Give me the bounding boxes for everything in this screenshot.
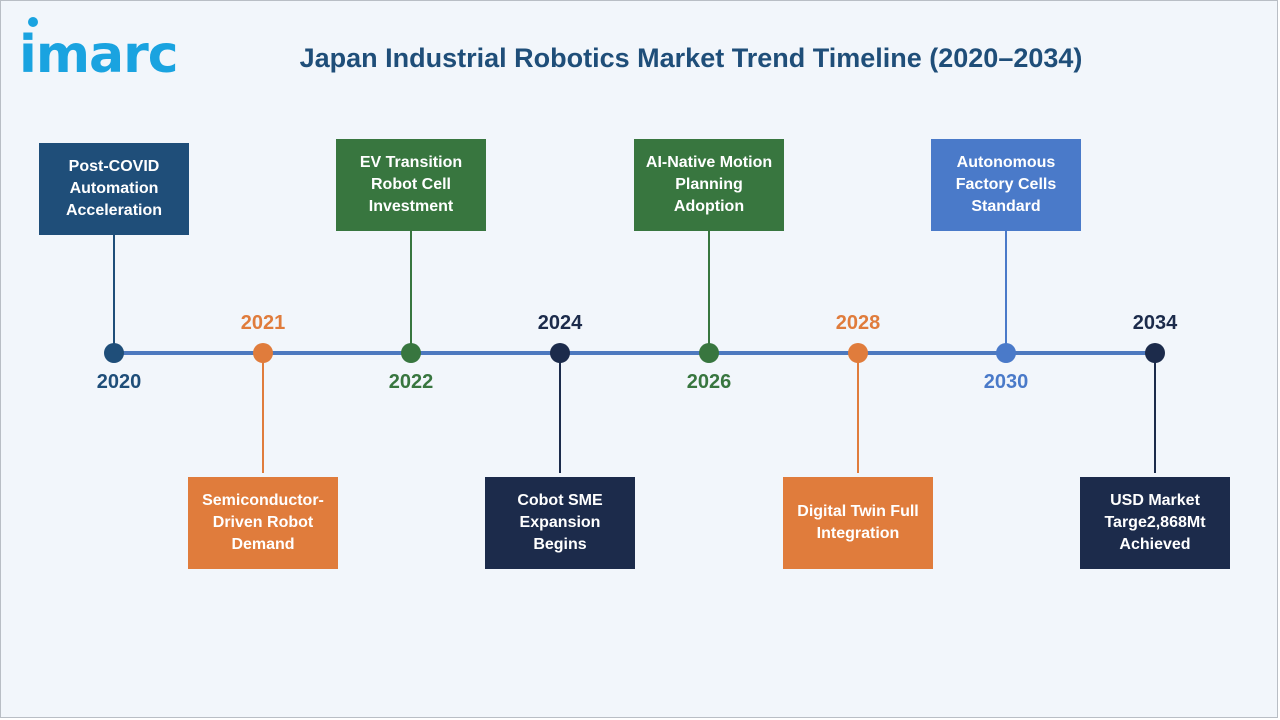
milestone-node: [996, 343, 1016, 363]
milestone-node: [253, 343, 273, 363]
milestone-box: Post-COVID Automation Acceleration: [39, 143, 189, 235]
milestone-year: 2022: [388, 371, 434, 393]
milestone-connector: [262, 353, 264, 473]
milestone-node: [104, 343, 124, 363]
milestone-connector: [113, 233, 115, 353]
milestone-year: 2026: [686, 371, 732, 393]
milestone-connector: [857, 353, 859, 473]
milestone-year: 2020: [96, 371, 142, 393]
milestone-connector: [559, 353, 561, 473]
milestone-box: Semiconductor-Driven Robot Demand: [188, 477, 338, 569]
logo-dot: [28, 17, 38, 27]
milestone-connector: [1154, 353, 1156, 473]
page-title: Japan Industrial Robotics Market Trend T…: [299, 43, 1083, 73]
milestone-box: AI-Native Motion Planning Adoption: [634, 139, 784, 231]
milestone-node: [401, 343, 421, 363]
milestone-year: 2034: [1132, 312, 1178, 334]
logo-text: imarc: [19, 25, 179, 85]
milestone-box: Autonomous Factory Cells Standard: [931, 139, 1081, 231]
milestone-connector: [708, 229, 710, 353]
imarc-logo: imarc: [19, 15, 209, 87]
milestone-node: [848, 343, 868, 363]
milestone-node: [550, 343, 570, 363]
milestone-box: USD Market Targe2,868Mt Achieved: [1080, 477, 1230, 569]
timeline-axis: [114, 351, 1155, 355]
milestone-box: EV Transition Robot Cell Investment: [336, 139, 486, 231]
milestone-year: 2021: [240, 312, 286, 334]
milestone-year: 2028: [835, 312, 881, 334]
milestone-node: [699, 343, 719, 363]
milestone-year: 2024: [537, 312, 583, 334]
milestone-connector: [1005, 229, 1007, 353]
milestone-connector: [410, 229, 412, 353]
milestone-box: Cobot SME Expansion Begins: [485, 477, 635, 569]
milestone-year: 2030: [983, 371, 1029, 393]
milestone-node: [1145, 343, 1165, 363]
milestone-box: Digital Twin Full Integration: [783, 477, 933, 569]
